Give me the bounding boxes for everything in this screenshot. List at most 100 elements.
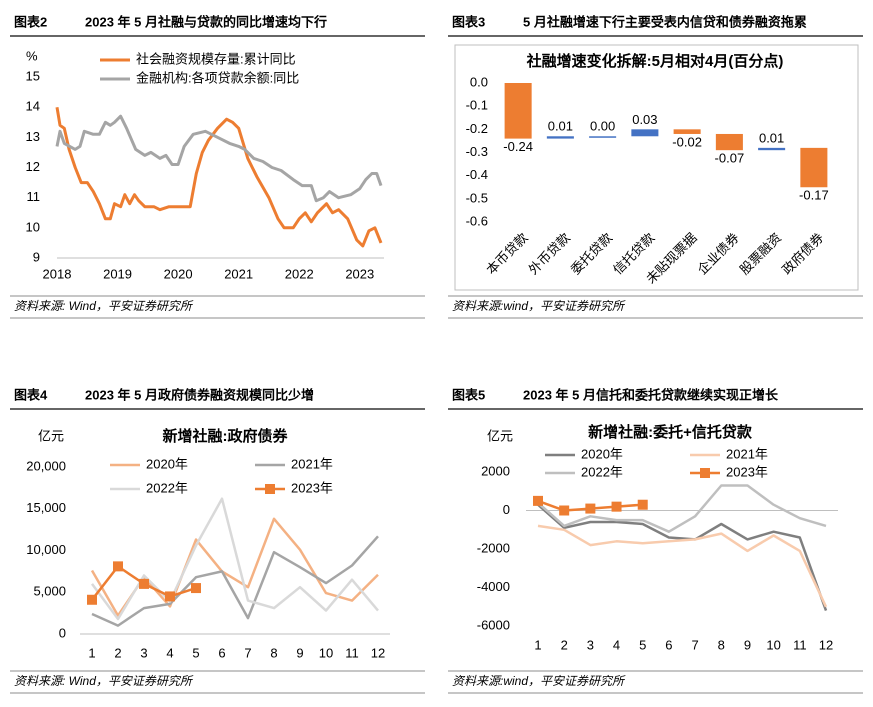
y-tick-label: 12 [26,159,40,174]
legend-label: 2023年 [291,480,333,495]
series-line [55,114,383,203]
source-note: 资料来源: Wind，平安证券研究所 [14,674,194,688]
legend-label: 2021年 [291,456,333,471]
x-tick-label: 10 [319,645,333,660]
legend-label: 金融机构:各项贷款余额:同比 [136,70,299,85]
figure-title: 2023 年 5 月政府债券融资规模同比少增 [85,387,314,402]
x-tick-label: 12 [371,645,385,660]
bar [589,136,617,138]
x-tick-label: 2 [561,637,568,652]
source-note: 资料来源: Wind，平安证券研究所 [14,299,194,313]
x-tick-label: 2023 [345,266,374,281]
y-tick-label: 15 [26,68,40,83]
x-tick-label: 6 [218,645,225,660]
x-tick-label: 1 [88,645,95,660]
chart-title: 新增社融:政府债券 [163,427,289,445]
plot-frame [454,44,859,291]
x-tick-label: 4 [613,637,620,652]
legend-marker [700,468,710,478]
figure-title: 5 月社融增速下行主要受表内信贷和债券融资拖累 [523,14,807,29]
bar [504,83,532,139]
value-label: -0.24 [503,139,533,154]
figure-title: 2023 年 5 月社融与贷款的同比增速均下行 [85,14,327,29]
legend-marker [265,484,275,494]
x-tick-label: 2019 [103,266,132,281]
bar [758,147,786,151]
figure-label: 图表4 [14,387,48,402]
x-tick-label: 1 [534,637,541,652]
bar [631,129,659,137]
series-line [90,497,379,621]
source-note: 资料来源:wind，平安证券研究所 [452,674,626,688]
y-tick-label: -6000 [477,617,510,632]
series-line [537,484,827,533]
value-label: 0.01 [548,119,573,134]
x-tick-label: 委托贷款 [568,230,615,277]
value-label: 0.01 [759,130,784,145]
y-tick-label: 14 [26,99,40,114]
y-tick-label: 13 [26,129,40,144]
legend-label: 2020年 [581,446,623,461]
y-tick-label: 5,000 [33,584,66,599]
point-marker [139,578,149,589]
value-label: 0.00 [590,119,615,134]
bar [673,129,701,134]
x-tick-label: 6 [665,637,672,652]
series-line [91,535,379,627]
y-tick-label: 10,000 [26,542,66,557]
x-tick-label: 10 [766,637,780,652]
point-marker [165,591,175,602]
x-tick-label: 9 [296,645,303,660]
value-label: -0.02 [672,134,702,149]
y-tick-label: -0.4 [466,167,488,182]
legend-label: 2022年 [581,464,623,479]
series-line [537,524,828,608]
y-unit: 亿元 [38,428,64,443]
y-tick-label: 10 [26,219,40,234]
legend-label: 2021年 [726,446,768,461]
x-tick-label: 股票融资 [737,230,784,277]
y-tick-label: -0.1 [466,98,488,113]
value-label: -0.07 [715,151,745,166]
series-line [537,503,828,612]
legend-label: 2023年 [726,464,768,479]
point-marker [87,594,97,605]
bar [546,136,574,139]
point-marker [585,503,596,514]
x-tick-label: 2 [114,645,121,660]
value-label: -0.17 [799,188,829,203]
x-tick-label: 3 [140,645,147,660]
bar [715,133,743,151]
y-tick-label: 9 [33,249,40,264]
chart-title: 社融增速变化拆解:5月相对4月(百分点) [526,52,784,70]
x-tick-label: 本币贷款 [483,230,530,277]
point-marker [191,583,201,594]
point-marker [533,495,543,506]
point-marker [611,501,622,512]
chart-title: 新增社融:委托+信托贷款 [588,423,753,441]
y-unit: % [26,48,38,63]
x-tick-label: 8 [718,637,725,652]
y-tick-label: -0.2 [466,121,488,136]
source-note: 资料来源:wind，平安证券研究所 [452,299,626,313]
y-tick-label: 0 [503,502,510,517]
x-tick-label: 政府债券 [779,230,826,277]
x-tick-label: 2022 [285,266,314,281]
value-label: 0.03 [632,112,657,127]
x-tick-label: 5 [639,637,646,652]
figure-label: 图表2 [14,14,47,29]
x-tick-label: 2018 [43,266,72,281]
y-tick-label: 20,000 [26,458,66,473]
legend-label: 社会融资规模存量:累计同比 [136,51,296,66]
y-tick-label: 15,000 [26,500,66,515]
y-tick-label: -4000 [477,579,510,594]
x-tick-label: 企业债券 [695,230,742,277]
point-marker [637,499,648,510]
y-tick-label: 11 [27,189,41,204]
figure-title: 2023 年 5 月信托和委托贷款继续实现正增长 [523,387,779,402]
y-tick-label: 0 [59,625,66,640]
legend-label: 2022年 [146,480,188,495]
bar [800,147,828,188]
x-tick-label: 8 [270,645,277,660]
